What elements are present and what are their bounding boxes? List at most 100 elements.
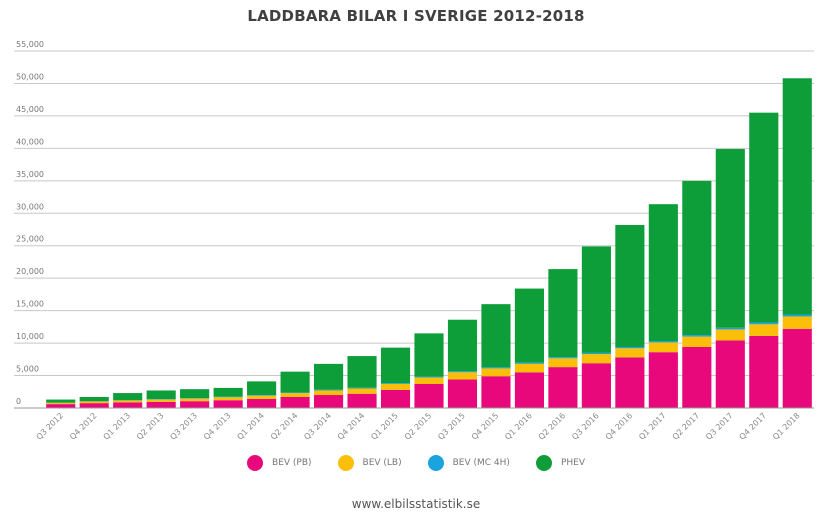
bar-segment-phev xyxy=(314,363,344,390)
legend: BEV (PB) BEV (LB) BEV (MC 4H) PHEV xyxy=(0,455,832,471)
x-tick-label: Q2 2015 xyxy=(403,411,434,442)
bar-segment-bev-pb xyxy=(447,379,478,408)
chart-title: LADDBARA BILAR I SVERIGE 2012-2018 xyxy=(247,7,585,25)
x-tick-label: Q4 2016 xyxy=(604,411,635,442)
y-tick-label: 20,000 xyxy=(16,267,44,276)
x-tick-label: Q1 2018 xyxy=(771,411,802,442)
y-tick-label: 40,000 xyxy=(16,137,44,146)
x-tick-label: Q3 2012 xyxy=(35,411,66,442)
x-tick-label: Q2 2017 xyxy=(671,411,702,442)
bar-segment-phev xyxy=(79,396,109,402)
bar-segment-bev-mc-4h xyxy=(782,314,812,317)
bar-segment-phev xyxy=(514,288,544,363)
legend-label: BEV (LB) xyxy=(362,458,402,468)
legend-item: BEV (MC 4H) xyxy=(427,455,510,471)
bar-segment-bev-pb xyxy=(715,340,745,408)
bar-segment-bev-lb xyxy=(481,368,511,377)
bar-segment-bev-lb xyxy=(447,372,478,380)
legend-swatch xyxy=(247,455,264,471)
bar-segment-bev-mc-4h xyxy=(380,383,411,384)
bar-segment-bev-lb xyxy=(347,388,377,394)
bar-segment-bev-pb xyxy=(749,335,779,408)
bar-segment-bev-mc-4h xyxy=(615,346,645,349)
bar-segment-bev-pb xyxy=(481,376,511,408)
bar-segment-bev-pb xyxy=(548,367,578,408)
y-tick-label: 15,000 xyxy=(16,300,44,309)
legend-swatch xyxy=(337,455,354,471)
legend-label: PHEV xyxy=(560,458,585,468)
bar-segment-bev-mc-4h xyxy=(514,362,544,364)
x-tick-label: Q4 2013 xyxy=(202,411,233,442)
bar-segment-bev-mc-4h xyxy=(247,395,277,396)
bar-segment-bev-lb xyxy=(113,400,143,403)
legend-item: PHEV xyxy=(535,455,585,471)
bar-segment-phev xyxy=(113,393,143,401)
bar-segment-bev-mc-4h xyxy=(347,387,377,389)
bar-segment-bev-mc-4h xyxy=(481,367,511,369)
bar-segment-bev-mc-4h xyxy=(414,376,444,378)
bar-segment-bev-pb xyxy=(648,352,678,408)
bar-segment-bev-lb xyxy=(782,316,812,329)
bar-segment-bev-mc-4h xyxy=(648,341,678,343)
bar-segment-bev-pb xyxy=(213,400,243,408)
bar-segment-phev xyxy=(380,347,411,384)
bar-segment-bev-pb xyxy=(46,404,76,408)
bar-segment-bev-pb xyxy=(314,395,344,408)
x-tick-label: Q1 2015 xyxy=(369,411,400,442)
y-tick-label: 45,000 xyxy=(16,105,44,114)
bar-segment-bev-pb xyxy=(113,402,143,408)
x-tick-label: Q4 2015 xyxy=(470,411,501,442)
x-tick-label: Q4 2012 xyxy=(68,411,99,442)
bar-segment-bev-mc-4h xyxy=(715,327,745,330)
x-tick-label: Q3 2013 xyxy=(168,411,199,442)
bar-segment-phev xyxy=(347,356,377,388)
x-tick-label: Q2 2014 xyxy=(269,411,300,442)
bar-segment-bev-mc-4h xyxy=(213,396,243,398)
bar-segment-phev xyxy=(749,112,779,323)
bar-segment-phev xyxy=(782,78,812,315)
bar-segment-bev-mc-4h xyxy=(548,357,578,359)
x-tick-label: Q1 2013 xyxy=(101,411,132,442)
bar-segment-bev-pb xyxy=(146,401,176,408)
bar-segment-bev-pb xyxy=(414,383,444,408)
bar-segment-bev-lb xyxy=(715,329,745,341)
x-tick-label: Q2 2013 xyxy=(135,411,166,442)
y-tick-label: 35,000 xyxy=(16,170,44,179)
x-tick-label: Q2 2016 xyxy=(537,411,568,442)
bar-segment-bev-lb xyxy=(548,358,578,368)
bar-segment-bev-mc-4h xyxy=(447,371,478,373)
bar-segment-bev-lb xyxy=(314,390,344,396)
bar-segment-bev-lb xyxy=(213,397,243,401)
bar-segment-bev-pb xyxy=(782,328,812,408)
x-tick-label: Q1 2016 xyxy=(503,411,534,442)
bar-segment-bev-lb xyxy=(581,354,611,364)
bar-segment-bev-mc-4h xyxy=(749,322,779,325)
bar-segment-bev-lb xyxy=(615,348,645,358)
x-tick-label: Q3 2017 xyxy=(704,411,735,442)
y-tick-label: 5,000 xyxy=(16,365,39,374)
bar-segment-phev xyxy=(414,333,444,377)
bar-segment-phev xyxy=(146,390,176,400)
bar-segment-phev xyxy=(615,224,645,347)
bar-segment-bev-lb xyxy=(682,336,712,347)
bar-segment-bev-lb xyxy=(749,324,779,336)
x-tick-label: Q3 2014 xyxy=(302,411,333,442)
bar-segment-phev xyxy=(46,399,76,403)
bar-segment-bev-lb xyxy=(247,395,277,399)
bar-segment-phev xyxy=(648,204,678,342)
bar-segment-bev-lb xyxy=(280,393,310,397)
bar-segment-bev-lb xyxy=(648,342,678,353)
bar-segment-phev xyxy=(280,371,310,393)
bar-segment-phev xyxy=(581,246,611,353)
bar-segment-phev xyxy=(213,387,243,397)
legend-label: BEV (PB) xyxy=(272,458,312,468)
y-tick-label: 10,000 xyxy=(16,332,44,341)
bar-segment-bev-lb xyxy=(180,398,210,402)
bar-segment-phev xyxy=(247,381,277,396)
bar-segment-bev-pb xyxy=(280,396,310,408)
bar-segment-bev-pb xyxy=(581,363,611,408)
bar-segment-phev xyxy=(447,319,478,372)
bar-segment-phev xyxy=(548,269,578,358)
bar-segment-bev-pb xyxy=(682,346,712,408)
bar-segment-bev-mc-4h xyxy=(581,352,611,355)
